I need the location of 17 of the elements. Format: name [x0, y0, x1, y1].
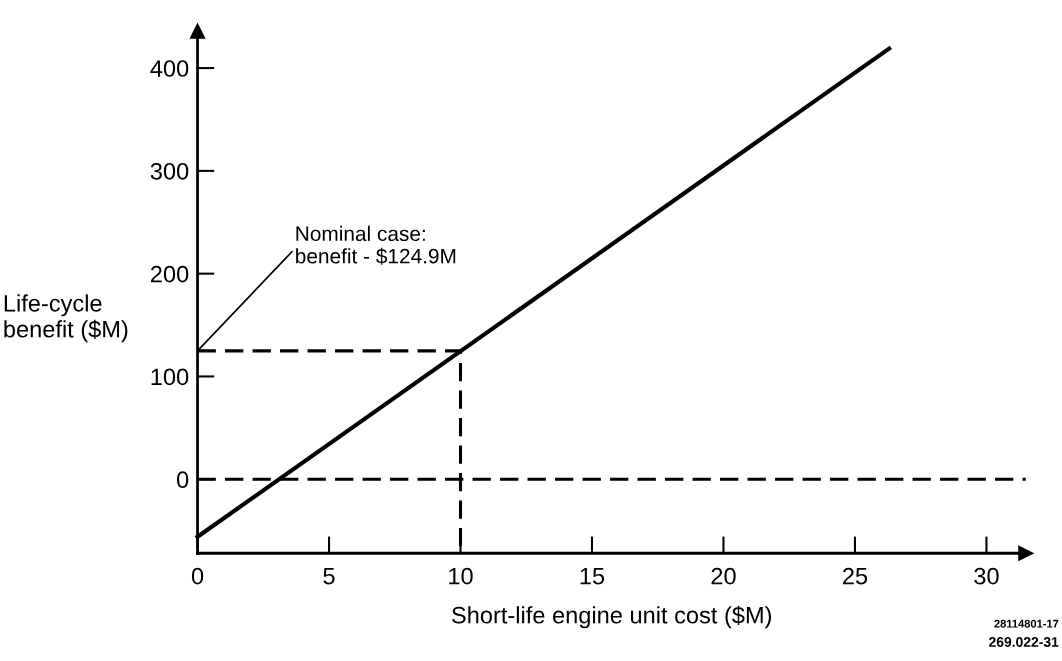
x-tick-label: 0	[191, 567, 204, 585]
x-tick-label: 30	[974, 567, 999, 585]
y-tick-label: 400	[150, 60, 189, 77]
x-tick-label: 10	[449, 567, 473, 585]
text: 28114801-17	[994, 619, 1059, 628]
y-axis-title: Life-cycle benefit ($M)	[4, 294, 128, 343]
y-tick-label: 300	[150, 162, 189, 180]
x-tick-label: 20	[711, 567, 736, 585]
x-tick-label: 25	[843, 567, 868, 585]
y-tick-label: 0	[176, 471, 189, 489]
y-tick-label: 100	[151, 368, 189, 386]
x-tick-label: 15	[580, 568, 605, 585]
annotation: Nominal case: benefit - $124.9M	[296, 225, 456, 265]
x-axis-title: Short-life engine unit cost ($M)	[452, 605, 772, 629]
y-tick-label: 200	[151, 265, 189, 283]
text: 269.022-31	[989, 637, 1059, 647]
x-tick-label: 5	[323, 568, 335, 585]
